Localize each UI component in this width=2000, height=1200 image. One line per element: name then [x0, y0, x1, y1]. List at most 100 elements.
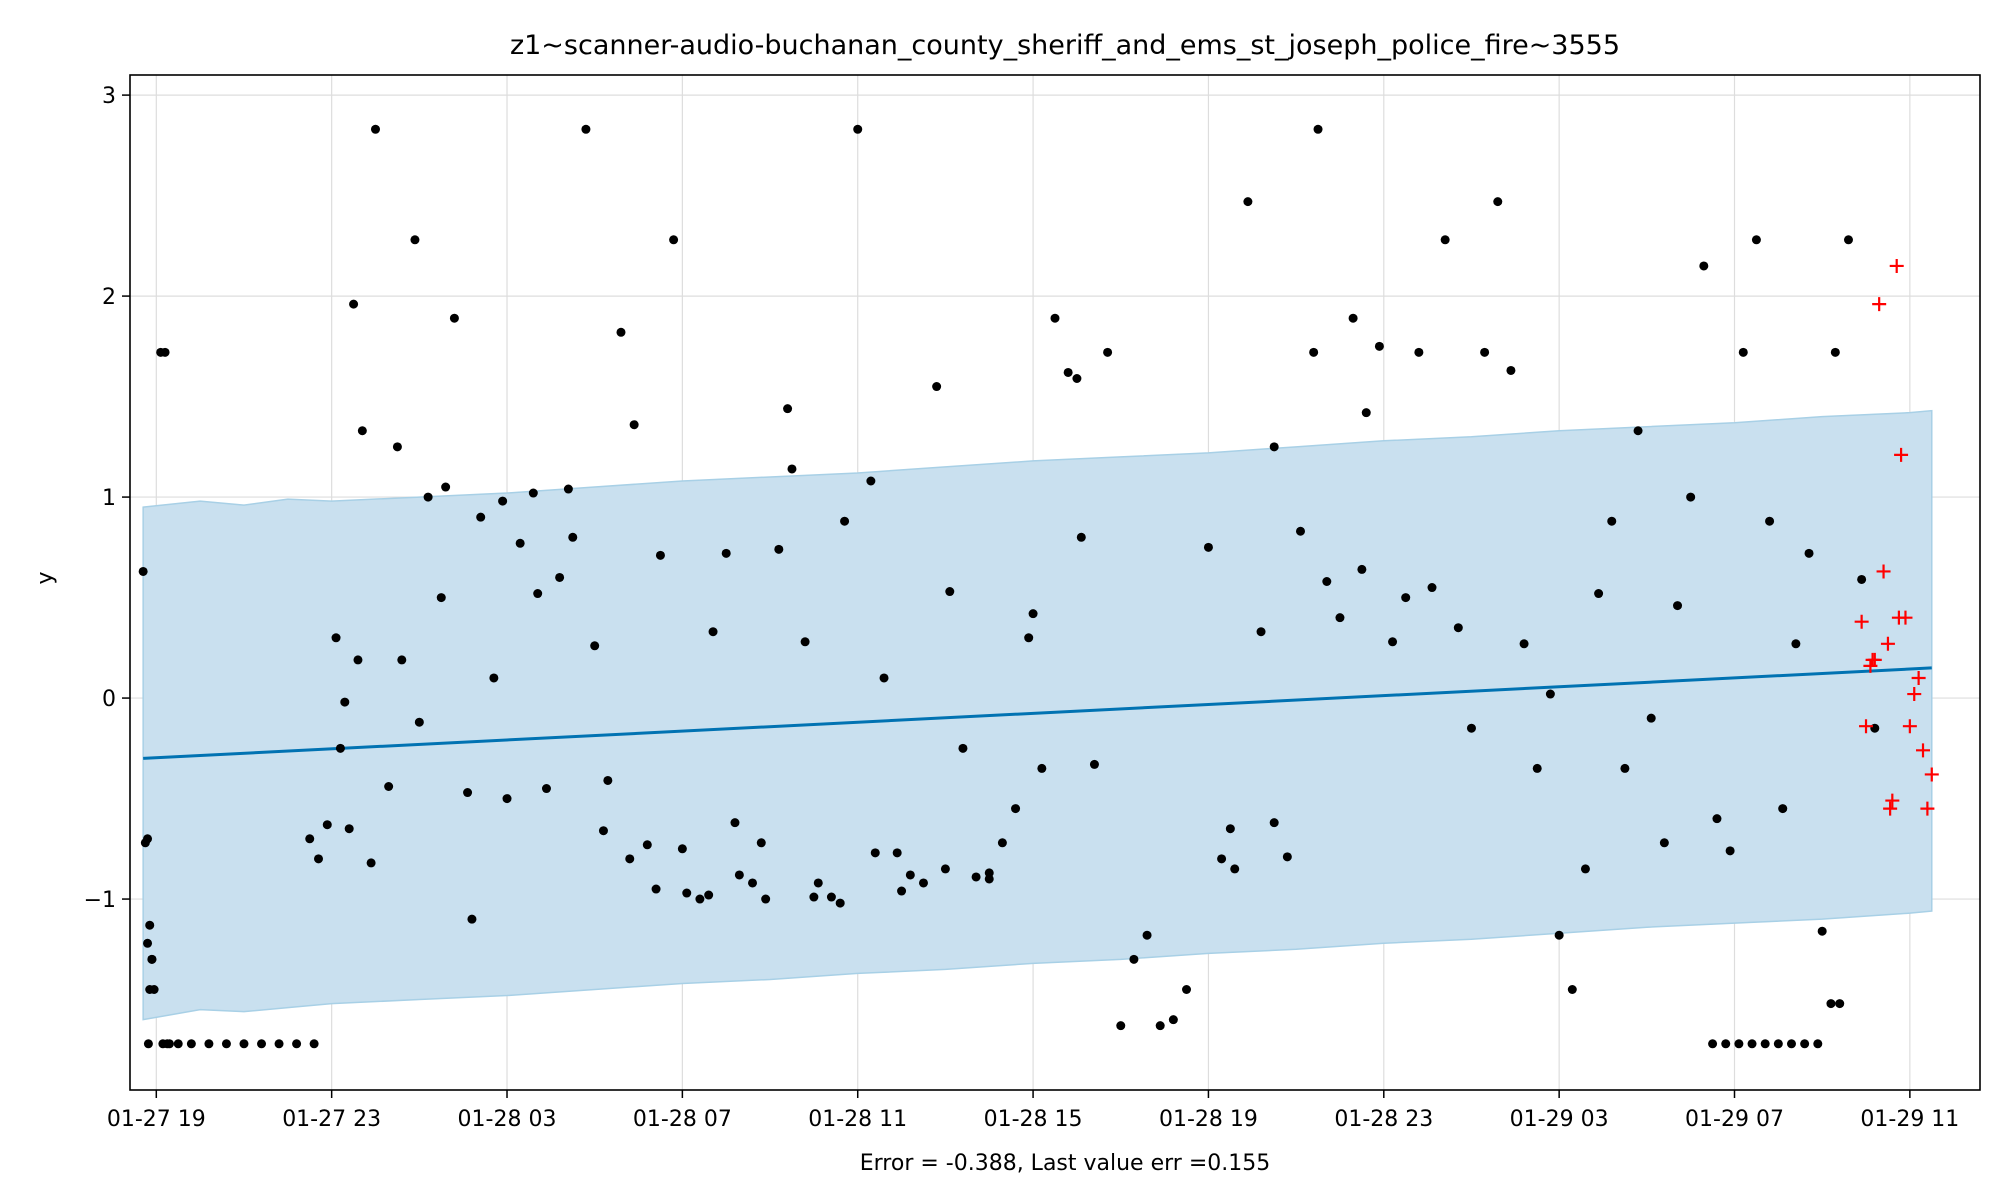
observed-point	[397, 655, 407, 665]
test-point	[1911, 670, 1926, 685]
x-tick-label: 01-28 19	[1159, 1107, 1258, 1132]
observed-point	[1335, 613, 1345, 623]
observed-point	[1182, 985, 1192, 995]
observed-point	[1580, 864, 1590, 874]
plot-area-frame	[129, 74, 1981, 1091]
observed-point	[239, 1039, 249, 1049]
observed-point	[204, 1039, 214, 1049]
y-tick-label: 3	[102, 84, 116, 109]
x-tick-label: 01-28 15	[984, 1107, 1083, 1132]
observed-point	[1800, 1039, 1810, 1049]
observed-point	[173, 1039, 183, 1049]
observed-point	[423, 492, 433, 502]
observed-point	[1870, 723, 1880, 733]
observed-point	[756, 838, 766, 848]
observed-point	[1072, 373, 1082, 383]
observed-point	[945, 587, 955, 597]
observed-point	[809, 892, 819, 902]
observed-point	[787, 464, 797, 474]
observed-point	[1037, 763, 1047, 773]
observed-point	[1817, 926, 1827, 936]
observed-point	[1751, 235, 1761, 245]
observed-point	[257, 1039, 267, 1049]
observed-point	[1269, 442, 1279, 452]
x-tick-label: 01-29 11	[1860, 1107, 1959, 1132]
observed-points	[138, 124, 1880, 1049]
observed-point	[1567, 985, 1577, 995]
observed-point	[1282, 852, 1292, 862]
observed-point	[1028, 609, 1038, 619]
y-axis-label: y	[33, 571, 58, 584]
observed-point	[642, 840, 652, 850]
observed-point	[958, 743, 968, 753]
test-point	[1916, 743, 1931, 758]
observed-point	[414, 717, 424, 727]
observed-point	[695, 894, 705, 904]
observed-point	[625, 854, 635, 864]
x-tick-label: 01-29 03	[1510, 1107, 1609, 1132]
observed-point	[1646, 713, 1656, 723]
observed-point	[704, 890, 714, 900]
observed-point	[892, 848, 902, 858]
test-point	[1920, 801, 1935, 816]
observed-point	[143, 1039, 153, 1049]
observed-point	[813, 878, 823, 888]
observed-point	[309, 1039, 319, 1049]
observed-point	[1050, 313, 1060, 323]
observed-point	[1217, 854, 1227, 864]
y-tick-label: 1	[102, 486, 116, 511]
observed-point	[616, 327, 626, 337]
observed-point	[918, 878, 928, 888]
observed-point	[1778, 804, 1788, 814]
observed-point	[940, 864, 950, 874]
observed-point	[1734, 1039, 1744, 1049]
observed-point	[1765, 516, 1775, 526]
observed-point	[774, 544, 784, 554]
observed-point	[274, 1039, 284, 1049]
observed-point	[1554, 930, 1564, 940]
observed-point	[1506, 365, 1516, 375]
observed-point	[162, 1039, 172, 1049]
observed-point	[997, 838, 1007, 848]
y-tick-label: 2	[102, 285, 116, 310]
chart-title: z1~scanner-audio-buchanan_county_sheriff…	[510, 30, 1620, 61]
x-tick-label: 01-27 19	[107, 1107, 206, 1132]
observed-point	[489, 673, 499, 683]
observed-point	[349, 299, 359, 309]
observed-point	[528, 488, 538, 498]
observed-point	[147, 954, 157, 964]
observed-point	[340, 697, 350, 707]
observed-point	[1725, 846, 1735, 856]
test-point	[1889, 258, 1904, 273]
observed-point	[143, 938, 153, 948]
observed-point	[905, 870, 915, 880]
observed-point	[1440, 235, 1450, 245]
observed-point	[1269, 818, 1279, 828]
observed-point	[410, 235, 420, 245]
confidence-interval	[142, 409, 1933, 1021]
observed-point	[541, 784, 551, 794]
observed-point	[568, 532, 578, 542]
observed-point	[721, 548, 731, 558]
observed-point	[897, 886, 907, 896]
observed-point	[353, 655, 363, 665]
observed-point	[1545, 689, 1555, 699]
observed-point	[1011, 804, 1021, 814]
observed-point	[502, 794, 512, 804]
x-tick-label: 01-27 23	[282, 1107, 381, 1132]
observed-point	[598, 826, 608, 836]
observed-point	[1322, 576, 1332, 586]
observed-point	[305, 834, 315, 844]
observed-point	[669, 235, 679, 245]
test-point	[1902, 719, 1917, 734]
observed-point	[1414, 347, 1424, 357]
observed-point	[1374, 341, 1384, 351]
observed-point	[1243, 197, 1253, 207]
test-points	[1854, 258, 1939, 816]
observed-point	[145, 920, 155, 930]
observed-point	[1480, 347, 1490, 357]
test-point	[1883, 801, 1898, 816]
y-axis-ticks: 3 2 1 0 −1	[84, 84, 130, 913]
observed-point	[1256, 627, 1266, 637]
test-point	[1865, 652, 1880, 667]
